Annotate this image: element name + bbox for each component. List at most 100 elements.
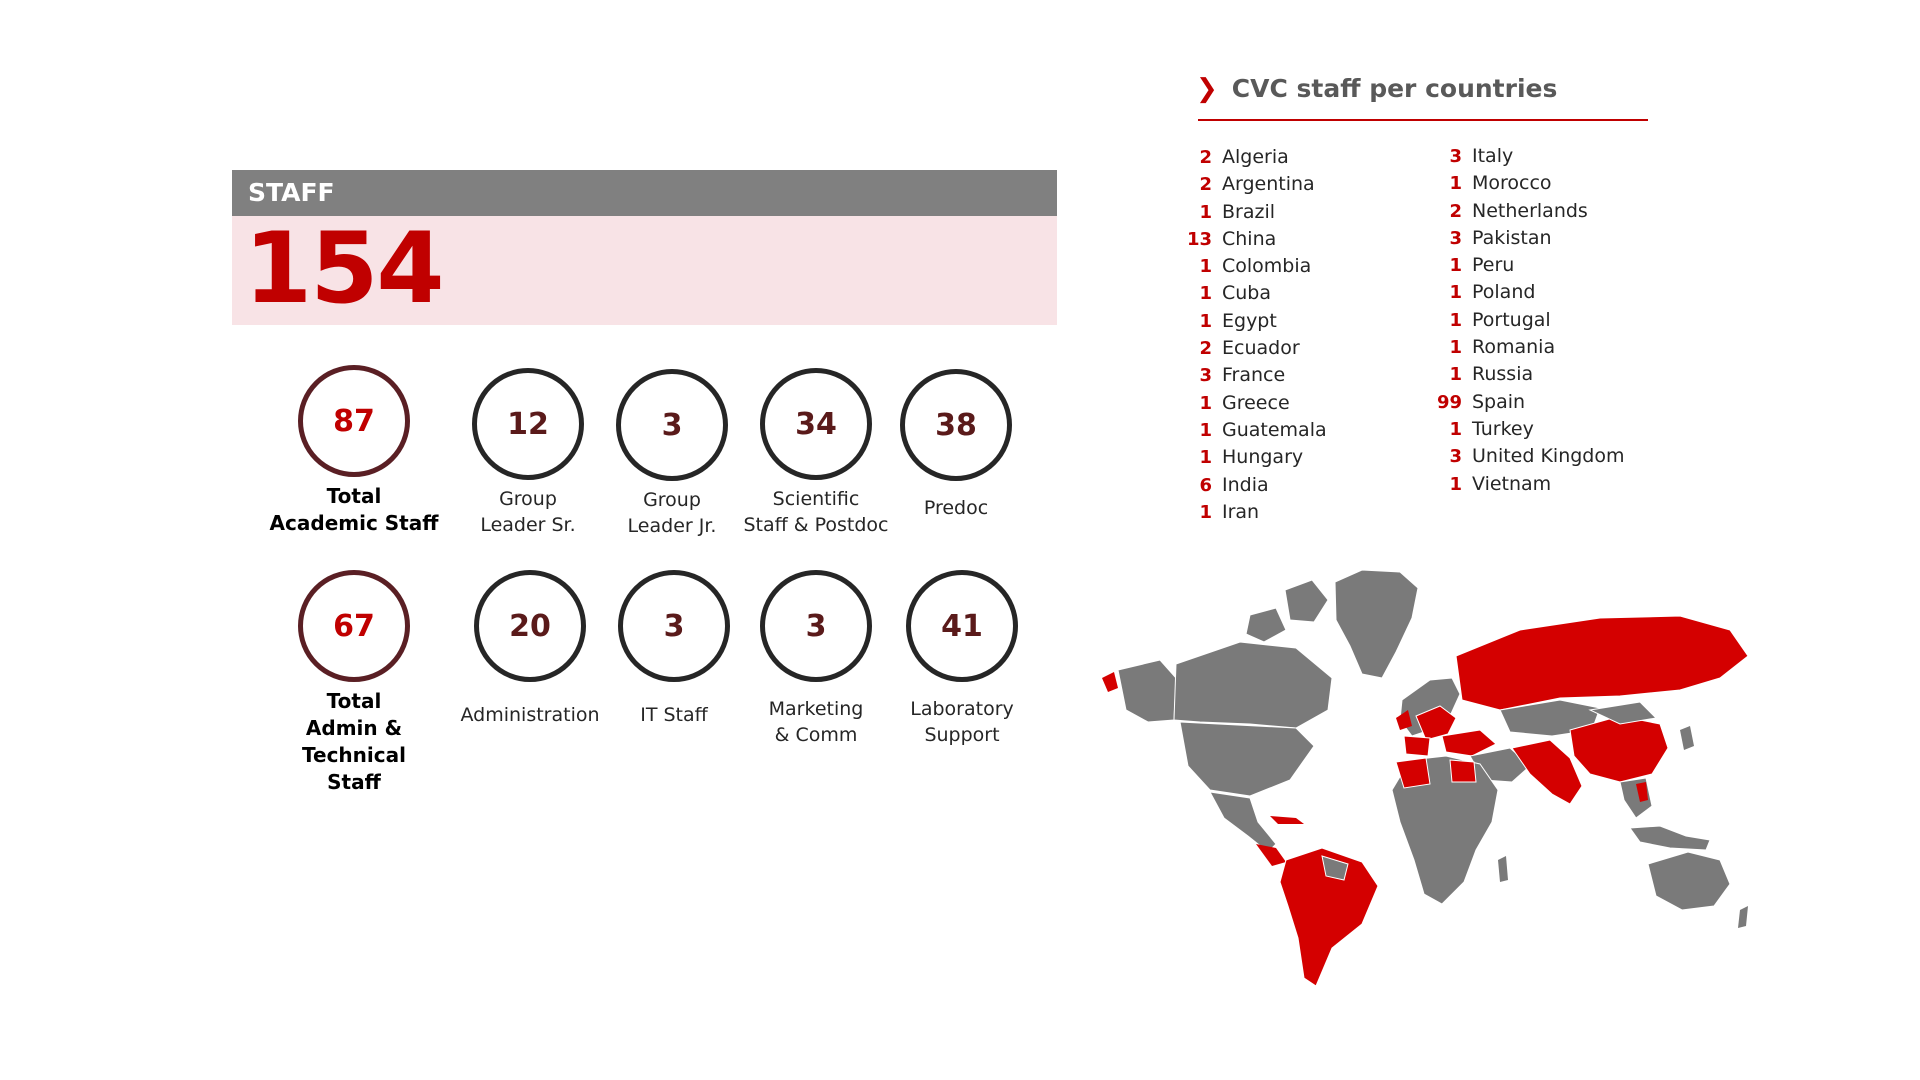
country-name: Algeria <box>1222 146 1289 168</box>
map-region <box>1498 856 1508 882</box>
map-region <box>1511 739 1583 805</box>
country-row: 1 Vietnam <box>1436 471 1625 498</box>
country-name: Cuba <box>1222 282 1272 305</box>
country-name: Brazil <box>1222 200 1276 223</box>
metric-total-academic: 87 Total Academic Staff <box>254 365 454 537</box>
map-region <box>1284 579 1329 623</box>
country-name: China <box>1222 227 1277 250</box>
map-region <box>1569 715 1669 783</box>
country-count: 2 <box>1199 174 1212 196</box>
metric-label: Laboratory Support <box>910 698 1014 746</box>
metric-circle: 41 <box>906 570 1018 682</box>
metric-label: Group Leader Jr. <box>627 489 717 537</box>
country-name: Netherlands <box>1472 199 1588 222</box>
metric-circle: 3 <box>616 369 728 481</box>
country-row: 1 Egypt <box>1186 308 1327 335</box>
metric-label: Total Admin & Technical Staff <box>302 689 406 794</box>
country-name: Turkey <box>1472 417 1534 440</box>
country-count: 1 <box>1449 473 1462 495</box>
country-row: 2 Ecuador <box>1186 335 1327 362</box>
country-count: 3 <box>1199 365 1212 387</box>
map-region <box>1680 726 1694 750</box>
metric-label: Scientific Staff & Postdoc <box>743 488 889 536</box>
country-row: 1 Russia <box>1436 361 1625 388</box>
country-row: 99 Spain <box>1436 389 1625 416</box>
country-row: 1 Hungary <box>1186 444 1327 471</box>
country-name: Hungary <box>1222 446 1304 469</box>
country-row: 1 Iran <box>1186 499 1327 526</box>
metric-group-leader-sr: 12 Group Leader Sr. <box>428 368 628 538</box>
map-region <box>1415 705 1457 741</box>
title-divider <box>1198 119 1648 121</box>
metric-label: Administration <box>460 704 600 726</box>
country-name: Greece <box>1222 391 1290 414</box>
country-row: 1 Turkey <box>1436 416 1625 443</box>
country-count: 1 <box>1199 256 1212 278</box>
staff-total-panel <box>232 216 1057 325</box>
country-count: 99 <box>1436 391 1462 413</box>
metric-predoc: 38 Predoc <box>856 369 1056 521</box>
country-count: 1 <box>1449 309 1462 331</box>
map-region <box>1270 816 1304 824</box>
country-name: Iran <box>1222 500 1260 523</box>
country-name: Ecuador <box>1222 337 1300 360</box>
country-row: 3 Pakistan <box>1436 225 1625 252</box>
map-region <box>1449 759 1477 783</box>
metric-marketing: 3 Marketing & Comm <box>716 570 916 748</box>
country-count: 1 <box>1449 255 1462 277</box>
country-count: 1 <box>1449 173 1462 195</box>
metric-circle: 20 <box>474 570 586 682</box>
map-region <box>1738 906 1748 928</box>
country-count: 1 <box>1199 447 1212 469</box>
map-region <box>1441 729 1497 757</box>
country-name: Vietnam <box>1472 472 1552 495</box>
country-name: Spain <box>1472 390 1526 413</box>
metric-label: Marketing & Comm <box>768 698 864 746</box>
metric-circle: 3 <box>618 570 730 682</box>
country-row: 2 Algeria <box>1186 144 1327 171</box>
country-row: 1 Greece <box>1186 390 1327 417</box>
country-row: 1 Colombia <box>1186 253 1327 280</box>
countries-list-left: 2 Algeria 2 Argentina 1 Brazil 13 China 1 Col… <box>1186 144 1327 526</box>
country-row: 1 Brazil <box>1186 199 1327 226</box>
country-name: Poland <box>1472 281 1536 304</box>
country-count: 13 <box>1186 228 1212 250</box>
country-row: 13 China <box>1186 226 1327 253</box>
country-count: 1 <box>1199 201 1212 223</box>
metric-laboratory-support: 41 Laboratory Support <box>862 570 1062 748</box>
country-row: 1 Morocco <box>1436 170 1625 197</box>
world-map <box>1102 569 1749 987</box>
country-row: 2 Netherlands <box>1436 198 1625 225</box>
country-row: 3 France <box>1186 362 1327 389</box>
country-count: 3 <box>1449 146 1462 167</box>
map-region <box>1245 607 1287 643</box>
country-name: Peru <box>1472 254 1515 277</box>
country-count: 1 <box>1199 419 1212 441</box>
map-region <box>1455 615 1749 711</box>
country-row: 2 Argentina <box>1186 171 1327 198</box>
map-region <box>1279 847 1379 987</box>
map-region <box>1179 721 1315 797</box>
metric-label: Group Leader Sr. <box>480 488 576 536</box>
country-count: 2 <box>1199 147 1212 168</box>
country-count: 1 <box>1199 310 1212 332</box>
country-row: 3 United Kingdom <box>1436 443 1624 470</box>
map-region <box>1209 791 1277 853</box>
metric-administration: 20 Administration <box>430 570 630 728</box>
map-region <box>1334 569 1419 679</box>
country-count: 2 <box>1449 200 1462 222</box>
map-region <box>1173 641 1333 729</box>
country-row: 1 Portugal <box>1436 307 1625 334</box>
country-name: Russia <box>1472 363 1534 386</box>
map-region <box>1647 851 1731 911</box>
country-count: 3 <box>1449 227 1462 249</box>
country-name: Pakistan <box>1472 226 1552 249</box>
country-name: Romania <box>1472 336 1556 359</box>
staff-total-value: 154 <box>244 212 445 326</box>
country-row: 3 Italy <box>1436 143 1625 170</box>
country-count: 1 <box>1199 501 1212 523</box>
map-region <box>1629 825 1711 851</box>
country-count: 1 <box>1449 364 1462 386</box>
map-region <box>1256 844 1286 866</box>
